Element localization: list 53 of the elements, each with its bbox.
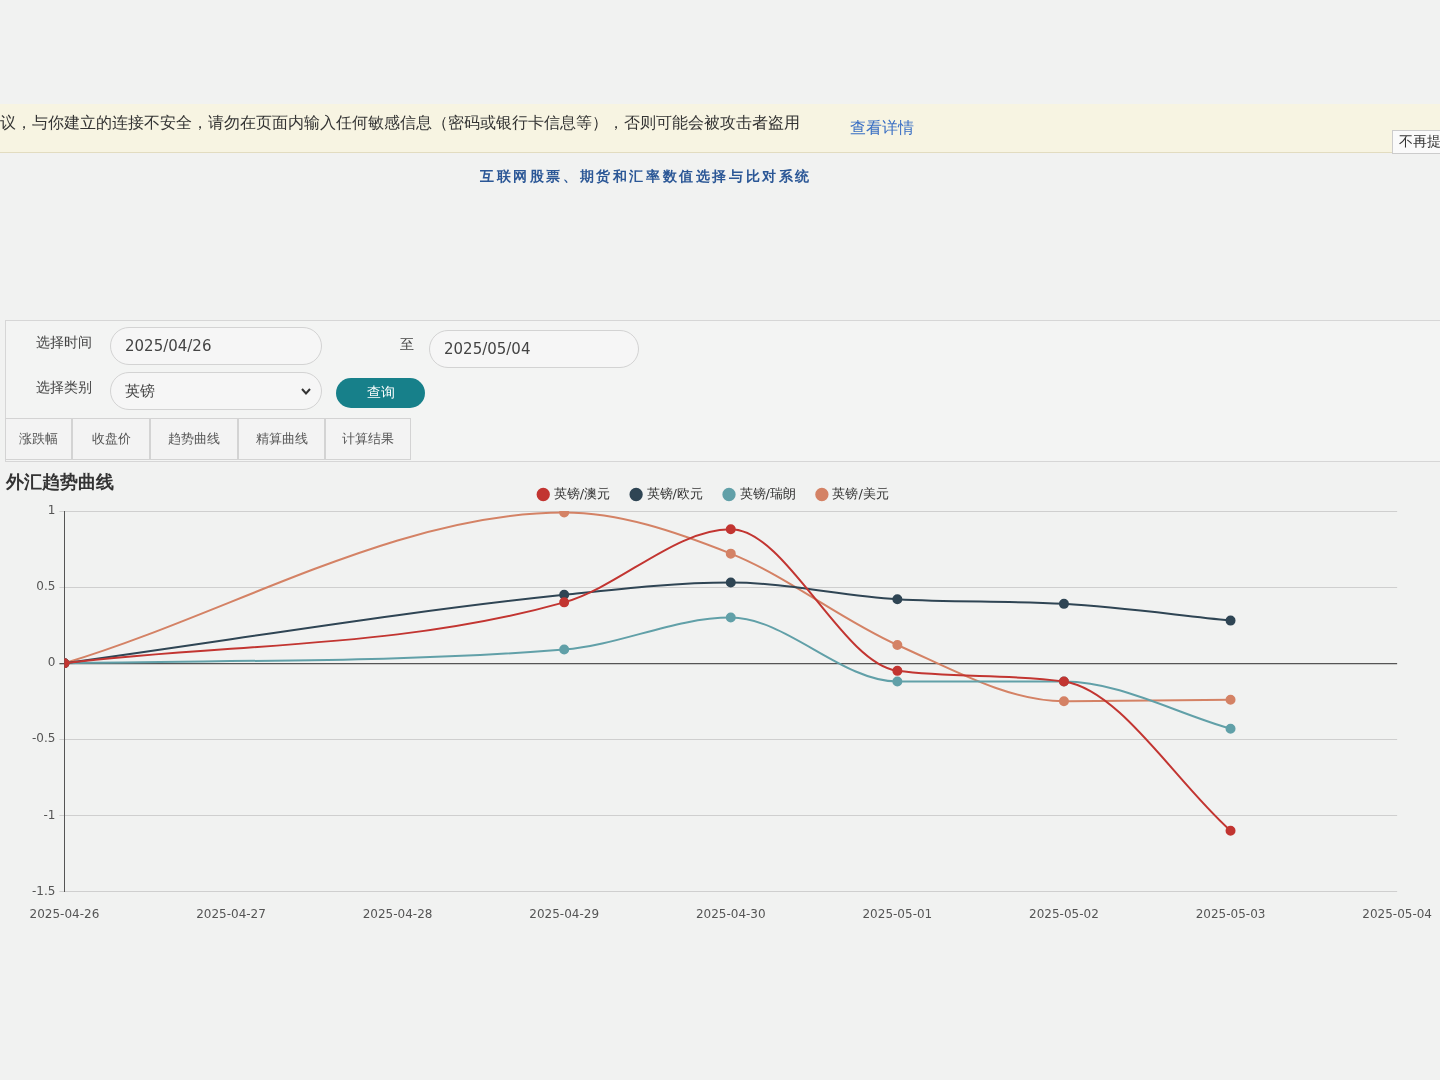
text: 2025/04/26 xyxy=(125,337,212,355)
text: 选择时间 xyxy=(36,334,92,352)
point xyxy=(892,676,903,687)
y-tick-label: -1 xyxy=(43,807,56,822)
text: 精算曲线 xyxy=(238,418,325,460)
text: 查看详情 xyxy=(850,118,914,139)
point xyxy=(559,644,570,655)
x-tick-label: 2025-04-29 xyxy=(529,906,600,921)
chart-subtitle: 互联网股票、期货和汇率数值选择与比对系统 xyxy=(480,168,812,186)
legend-label: 英镑/欧元 xyxy=(646,485,704,501)
point xyxy=(1225,615,1236,626)
point xyxy=(1225,723,1236,734)
x-tick-label: 2025-05-01 xyxy=(862,906,933,921)
legend-label: 英镑/澳元 xyxy=(553,485,611,501)
text: 英镑 xyxy=(125,381,155,401)
legend-label: 英镑/美元 xyxy=(832,485,889,501)
x-tick-label: 2025-05-04 xyxy=(1362,906,1433,921)
point xyxy=(1225,694,1236,705)
text: 选择类别 xyxy=(36,379,92,397)
x-tick-label: 2025-04-26 xyxy=(29,906,100,921)
point xyxy=(725,524,736,535)
point xyxy=(725,612,736,623)
x-tick-label: 2025-04-27 xyxy=(196,906,266,921)
legend-label: 英镑/瑞朗 xyxy=(739,485,796,501)
point xyxy=(725,577,736,588)
x-tick-label: 2025-05-02 xyxy=(1029,906,1099,921)
point xyxy=(1225,825,1236,836)
point xyxy=(892,639,903,650)
text: 涨跌幅 xyxy=(5,418,72,460)
text: 2025/05/04 xyxy=(444,340,531,358)
text: 至 xyxy=(400,336,414,354)
y-tick-label: 0.5 xyxy=(36,579,56,594)
point xyxy=(1058,598,1069,609)
y-tick-label: -0.5 xyxy=(31,731,56,746)
y-tick-label: 1 xyxy=(47,503,56,518)
y-tick-label: 0 xyxy=(47,655,56,670)
text: 趋势曲线 xyxy=(150,418,238,460)
text: 议，与你建立的连接不安全，请勿在页面内输入任何敏感信息（密码或银行卡信息等），否则可能会被攻击者盗用 xyxy=(0,113,800,134)
y-tick-label: -1.5 xyxy=(31,883,56,898)
text: 查询 xyxy=(336,378,425,408)
x-tick-label: 2025-04-30 xyxy=(695,906,766,921)
x-tick-label: 2025-04-28 xyxy=(362,906,433,921)
text: 收盘价 xyxy=(72,418,150,460)
point xyxy=(559,589,570,600)
point xyxy=(892,594,903,605)
text: 不再提 xyxy=(1392,130,1440,154)
point xyxy=(725,548,736,559)
chart-title: 外汇趋势曲线 xyxy=(6,470,114,494)
text: 计算结果 xyxy=(325,418,411,460)
point xyxy=(559,597,570,608)
point xyxy=(892,665,903,676)
point xyxy=(1058,696,1069,707)
x-tick-label: 2025-05-03 xyxy=(1195,906,1266,921)
